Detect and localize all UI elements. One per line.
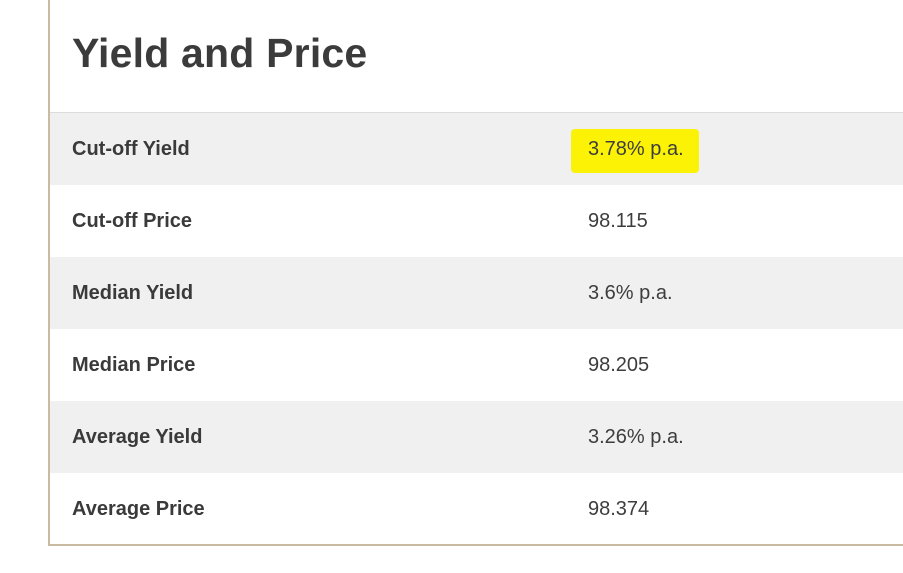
row-value: 98.374 <box>588 498 650 520</box>
row-value: 3.26% p.a. <box>588 426 684 448</box>
table-row-median-yield: Median Yield 3.6% p.a. <box>50 257 903 329</box>
table-row-cutoff-price: Cut-off Price 98.115 <box>50 185 903 257</box>
row-label: Average Price <box>72 498 205 520</box>
section-title: Yield and Price <box>72 30 368 76</box>
row-label: Median Yield <box>72 282 194 304</box>
highlight-marker <box>571 129 699 173</box>
yield-price-table: Cut-off Yield 3.78% p.a. Cut-off Price 9… <box>50 112 903 545</box>
table-row-average-price: Average Price 98.374 <box>50 473 903 545</box>
yield-price-card: Yield and Price Cut-off Yield 3.78% p.a.… <box>48 0 903 546</box>
table-row-average-yield: Average Yield 3.26% p.a. <box>50 401 903 473</box>
row-label: Cut-off Price <box>72 210 192 232</box>
row-value: 3.6% p.a. <box>588 282 673 304</box>
row-value: 98.115 <box>588 210 648 232</box>
row-value-highlighted: 3.78% p.a. <box>588 138 684 160</box>
table-row-cutoff-yield: Cut-off Yield 3.78% p.a. <box>50 113 903 185</box>
row-label: Cut-off Yield <box>72 138 190 160</box>
row-label: Median Price <box>72 354 196 376</box>
row-label: Average Yield <box>72 426 203 448</box>
row-value: 98.205 <box>588 354 650 376</box>
table-row-median-price: Median Price 98.205 <box>50 329 903 401</box>
